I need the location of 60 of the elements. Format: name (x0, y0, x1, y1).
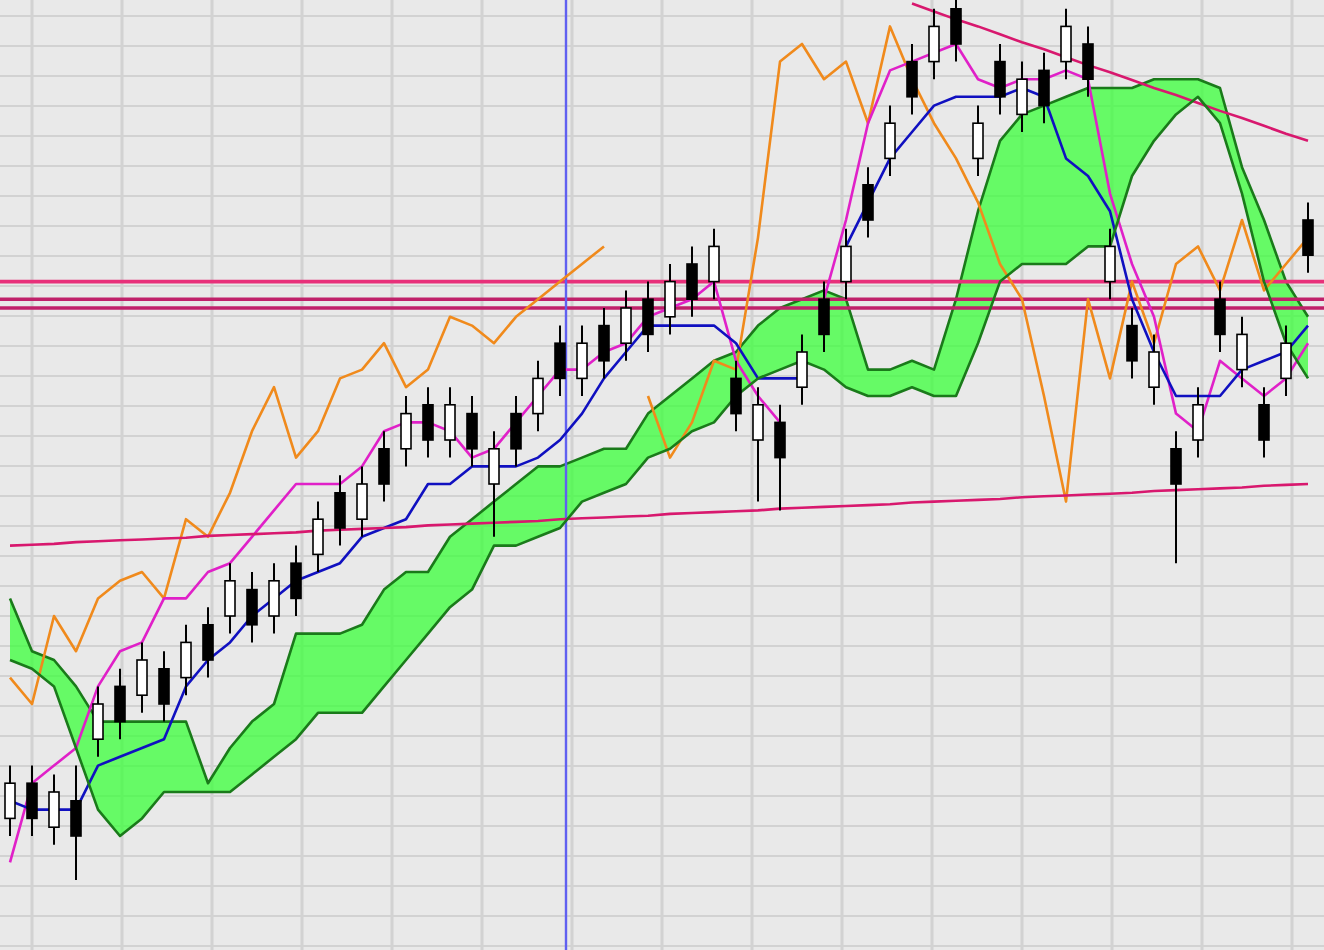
candlestick (752, 386, 764, 503)
candlestick (818, 280, 830, 353)
candlestick (70, 764, 82, 881)
candlestick (576, 324, 588, 397)
candlestick (26, 764, 38, 837)
candlestick (466, 395, 478, 468)
candlestick (1170, 430, 1182, 565)
candlestick (1082, 25, 1094, 98)
candlestick (950, 0, 962, 63)
candlestick (114, 667, 126, 741)
candlestick (774, 403, 786, 512)
candlestick (4, 764, 16, 837)
candlestick (598, 307, 610, 380)
candlestick (224, 562, 236, 635)
candlestick (708, 227, 720, 301)
candlestick (246, 571, 258, 644)
candlestick (400, 395, 412, 468)
candlestick (510, 395, 522, 468)
candlestick (202, 606, 214, 679)
candlestick (620, 289, 632, 362)
candlestick (422, 386, 434, 459)
candlestick (1148, 333, 1160, 406)
candlestick (686, 245, 698, 318)
candlestick (532, 359, 544, 433)
candlestick (1192, 386, 1204, 459)
candlestick (906, 43, 918, 116)
candlestick (928, 7, 940, 81)
candlestick (136, 641, 148, 714)
candlestick (1302, 201, 1314, 274)
candlestick (48, 773, 60, 846)
candlestick (378, 430, 390, 503)
candlestick (312, 500, 324, 573)
candlestick (356, 465, 368, 538)
candlestick (268, 562, 280, 635)
candlestick (972, 104, 984, 177)
candlestick (158, 650, 170, 723)
candlestick (488, 430, 500, 538)
candlestick (840, 227, 852, 301)
candlestick (1214, 280, 1226, 353)
candlestick (1258, 386, 1270, 459)
candlestick (994, 43, 1006, 116)
candlestick (554, 324, 566, 397)
candlestick (730, 359, 742, 433)
candlestick (1236, 315, 1248, 389)
candlestick (180, 623, 192, 697)
candlestick (1038, 51, 1050, 125)
candlestick (444, 386, 456, 459)
candlestick (862, 166, 874, 239)
candlestick (1280, 324, 1292, 397)
candlestick (1126, 307, 1138, 380)
candlestick (642, 280, 654, 353)
candlestick (92, 685, 104, 758)
candlestick (664, 263, 676, 336)
candlestick (334, 474, 346, 547)
candlestick (1060, 7, 1072, 81)
candlestick (796, 333, 808, 406)
candlestick (290, 544, 302, 617)
candlestick (1104, 227, 1116, 301)
candlestick (1016, 60, 1028, 133)
candlestick (884, 104, 896, 177)
